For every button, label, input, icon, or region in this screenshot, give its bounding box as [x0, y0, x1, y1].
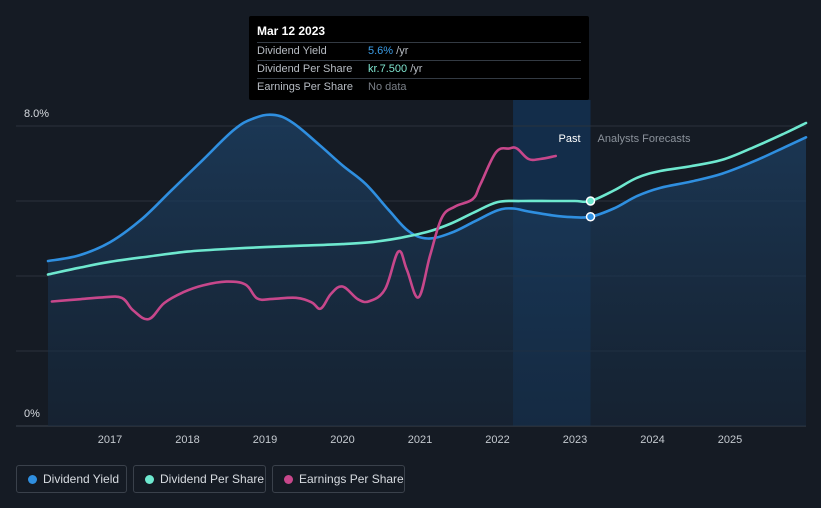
tooltip-value: kr.7.500 /yr [368, 61, 422, 78]
tooltip-value-number: kr.7.500 [368, 63, 408, 75]
tooltip-value-unit: /yr [393, 45, 409, 57]
x-tick-label: 2025 [718, 434, 742, 446]
dividend-yield-line [46, 113, 808, 263]
tooltip-row-dividend-per-share: Dividend Per Share kr.7.500 /yr [257, 60, 581, 78]
legend-dividend-per-share[interactable]: Dividend Per Share [133, 465, 266, 493]
tooltip-row-earnings-per-share: Earnings Per Share No data [257, 78, 581, 96]
forecast-label: Analysts Forecasts [598, 133, 691, 145]
y-tick-label-bottom: 0% [24, 408, 40, 420]
tooltip-value: No data [368, 79, 407, 96]
dividend-per-share-marker [585, 196, 596, 206]
legend-label: Dividend Per Share [160, 472, 265, 486]
x-tick-label: 2024 [640, 434, 664, 446]
hover-tooltip: Mar 12 2023 Dividend Yield 5.6% /yr Divi… [249, 16, 589, 100]
x-tick-label: 2021 [408, 434, 432, 446]
dividend-yield-marker [585, 212, 596, 222]
x-tick-label: 2020 [330, 434, 354, 446]
x-tick-label: 2022 [485, 434, 509, 446]
tooltip-value: 5.6% /yr [368, 43, 408, 60]
legend-earnings-per-share[interactable]: Earnings Per Share [272, 465, 405, 493]
past-label: Past [559, 133, 581, 145]
tooltip-label: Earnings Per Share [257, 81, 353, 93]
tooltip-label: Dividend Per Share [257, 63, 353, 75]
legend-dot-icon [28, 475, 37, 484]
legend-dot-icon [145, 475, 154, 484]
tooltip-row-dividend-yield: Dividend Yield 5.6% /yr [257, 42, 581, 60]
x-tick-label: 2023 [563, 434, 587, 446]
earnings-per-share-line [50, 146, 557, 321]
tooltip-date: Mar 12 2023 [257, 24, 326, 38]
x-tick-label: 2017 [98, 434, 122, 446]
tooltip-value-unit: /yr [407, 63, 423, 75]
tooltip-label: Dividend Yield [257, 45, 327, 57]
x-tick-label: 2018 [175, 434, 199, 446]
tooltip-value-number: 5.6% [368, 45, 394, 57]
y-tick-label-top: 8.0% [24, 108, 49, 120]
legend-dividend-yield[interactable]: Dividend Yield [16, 465, 127, 493]
legend-dot-icon [284, 475, 293, 484]
tooltip-value-number: No data [368, 81, 407, 93]
x-tick-label: 2019 [253, 434, 277, 446]
legend-label: Dividend Yield [43, 472, 120, 486]
dividend-per-share-line [46, 121, 808, 276]
legend-label: Earnings Per Share [299, 472, 404, 486]
